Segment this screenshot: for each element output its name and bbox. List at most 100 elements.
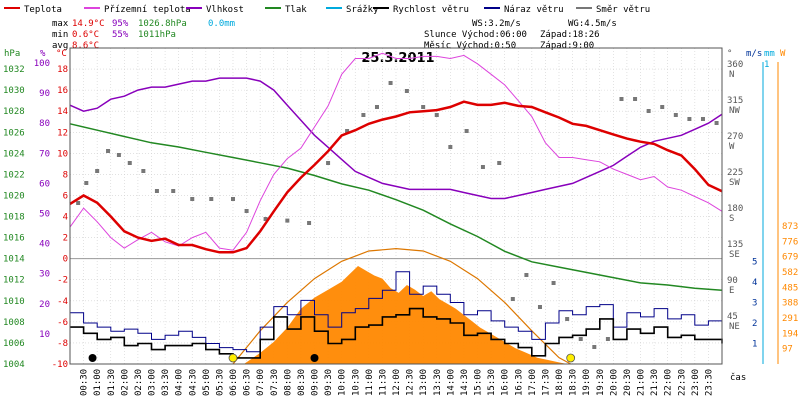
pressure-tick: 1018 — [3, 213, 25, 223]
pressure-tick: 1026 — [3, 128, 25, 138]
wind-direction-point — [361, 113, 366, 117]
pressure-tick: 1010 — [3, 297, 25, 307]
time-tick: 08:00 — [283, 369, 293, 396]
direction-tick-cardinal: W — [729, 142, 735, 152]
info-moonrise: Měsíc Východ:0:50 — [424, 41, 516, 51]
wind-direction-point — [95, 169, 100, 173]
time-tick: 09:00 — [311, 369, 321, 396]
wind-direction-point — [106, 149, 111, 153]
direction-tick-cardinal: SW — [729, 178, 740, 188]
humidity-tick: 70 — [39, 149, 50, 159]
time-tick: 14:30 — [460, 369, 470, 396]
wind-direction-point — [524, 273, 529, 277]
direction-tick: 45 — [727, 312, 738, 322]
temperature-tick: 18 — [57, 65, 68, 75]
time-tick: 22:30 — [677, 369, 687, 396]
time-tick: 08:30 — [297, 369, 307, 396]
wind-direction-point — [345, 129, 350, 133]
wind-direction-point — [116, 153, 121, 157]
time-tick: 18:30 — [569, 369, 579, 396]
direction-tick-cardinal: S — [729, 214, 734, 224]
wind-direction-point — [633, 97, 638, 101]
time-tick: 15:30 — [487, 369, 497, 396]
legend-label: Rychlost větru — [393, 5, 469, 15]
info-sunset: Západ:18:26 — [540, 30, 600, 40]
wind-direction-point — [592, 345, 597, 349]
time-tick: 23:00 — [691, 369, 701, 396]
direction-tick-cardinal: NW — [729, 106, 740, 116]
pressure-tick: 1008 — [3, 318, 25, 328]
sun-marker — [228, 353, 238, 363]
wind-direction-point — [537, 305, 542, 309]
pressure-tick: 1028 — [3, 107, 25, 117]
wind-direction-point — [154, 189, 159, 193]
wind-direction-point — [421, 105, 426, 109]
direction-tick: 270 — [727, 132, 743, 142]
humidity-tick: 90 — [39, 89, 50, 99]
solar-tick: 776 — [782, 237, 798, 247]
wind-direction-point — [307, 221, 312, 225]
wind-tick: 1 — [752, 340, 757, 350]
stats-max-hum: 95% — [112, 19, 129, 29]
info-wg: WG:4.5m/s — [568, 19, 617, 29]
info-ws: WS:3.2m/s — [472, 19, 521, 29]
wind-direction-point — [231, 197, 235, 201]
direction-tick: 225 — [727, 168, 743, 178]
legend: Teplota Přízemní teplota Vlhkost Tlak Srážky… — [4, 5, 650, 15]
time-tick: 21:30 — [650, 369, 660, 396]
time-tick: 01:00 — [93, 369, 103, 396]
temperature-tick: 10 — [57, 149, 68, 159]
time-tick: 04:00 — [175, 369, 185, 396]
wind-direction-point — [700, 117, 705, 121]
wind-direction-point — [434, 113, 439, 117]
time-tick: 21:00 — [637, 369, 647, 396]
direction-tick-cardinal: SE — [729, 250, 740, 260]
time-tick: 13:30 — [433, 369, 443, 396]
time-tick: 01:30 — [107, 369, 117, 396]
direction-tick: 315 — [727, 96, 743, 106]
wind-direction-point — [127, 161, 132, 165]
time-tick: 09:30 — [324, 369, 334, 396]
solar-tick: 194 — [782, 329, 798, 339]
time-tick: 11:00 — [365, 369, 375, 396]
pressure-tick: 1024 — [3, 149, 25, 159]
direction-tick-cardinal: NE — [729, 322, 740, 332]
direction-tick: 360 — [727, 60, 743, 70]
direction-axis-unit: ° — [727, 49, 732, 59]
wind-direction-point — [619, 97, 624, 101]
solar-tick: 485 — [782, 283, 798, 293]
temperature-tick: -10 — [52, 360, 68, 370]
humidity-tick: 30 — [39, 270, 50, 280]
temperature-tick: 6 — [63, 191, 68, 201]
time-tick: 06:00 — [229, 369, 239, 396]
direction-tick-cardinal: E — [729, 286, 734, 296]
humidity-tick: 80 — [39, 119, 50, 129]
temperature-tick: -4 — [57, 297, 68, 307]
wind-speed-line — [70, 307, 723, 359]
wind-direction-point — [244, 209, 249, 213]
wind-direction-point — [673, 113, 678, 117]
humidity-line — [69, 77, 723, 200]
direction-tick: 180 — [727, 204, 743, 214]
wind-direction-point — [480, 165, 485, 169]
time-tick: 17:00 — [528, 369, 538, 396]
wind-direction-point — [605, 337, 610, 341]
wind-tick: 3 — [752, 299, 757, 309]
wind-direction-point — [687, 117, 692, 121]
wind-direction-point — [497, 161, 502, 165]
wind-direction-point — [326, 161, 331, 165]
stats-min-label: min — [52, 30, 68, 40]
stats-min-press: 1011hPa — [138, 30, 176, 40]
pressure-tick: 1014 — [3, 255, 25, 265]
time-tick: 14:00 — [446, 369, 456, 396]
time-tick: 17:30 — [541, 369, 551, 396]
pressure-tick: 1012 — [3, 276, 25, 286]
time-tick: 06:30 — [243, 369, 253, 396]
time-tick: 23:30 — [704, 369, 714, 396]
temperature-tick: -8 — [57, 339, 68, 349]
wind-direction-point — [578, 337, 583, 341]
temperature-tick: 8 — [63, 170, 68, 180]
time-tick: 05:00 — [202, 369, 212, 396]
legend-label: Teplota — [24, 5, 62, 15]
pressure-axis-unit: hPa — [4, 49, 20, 59]
